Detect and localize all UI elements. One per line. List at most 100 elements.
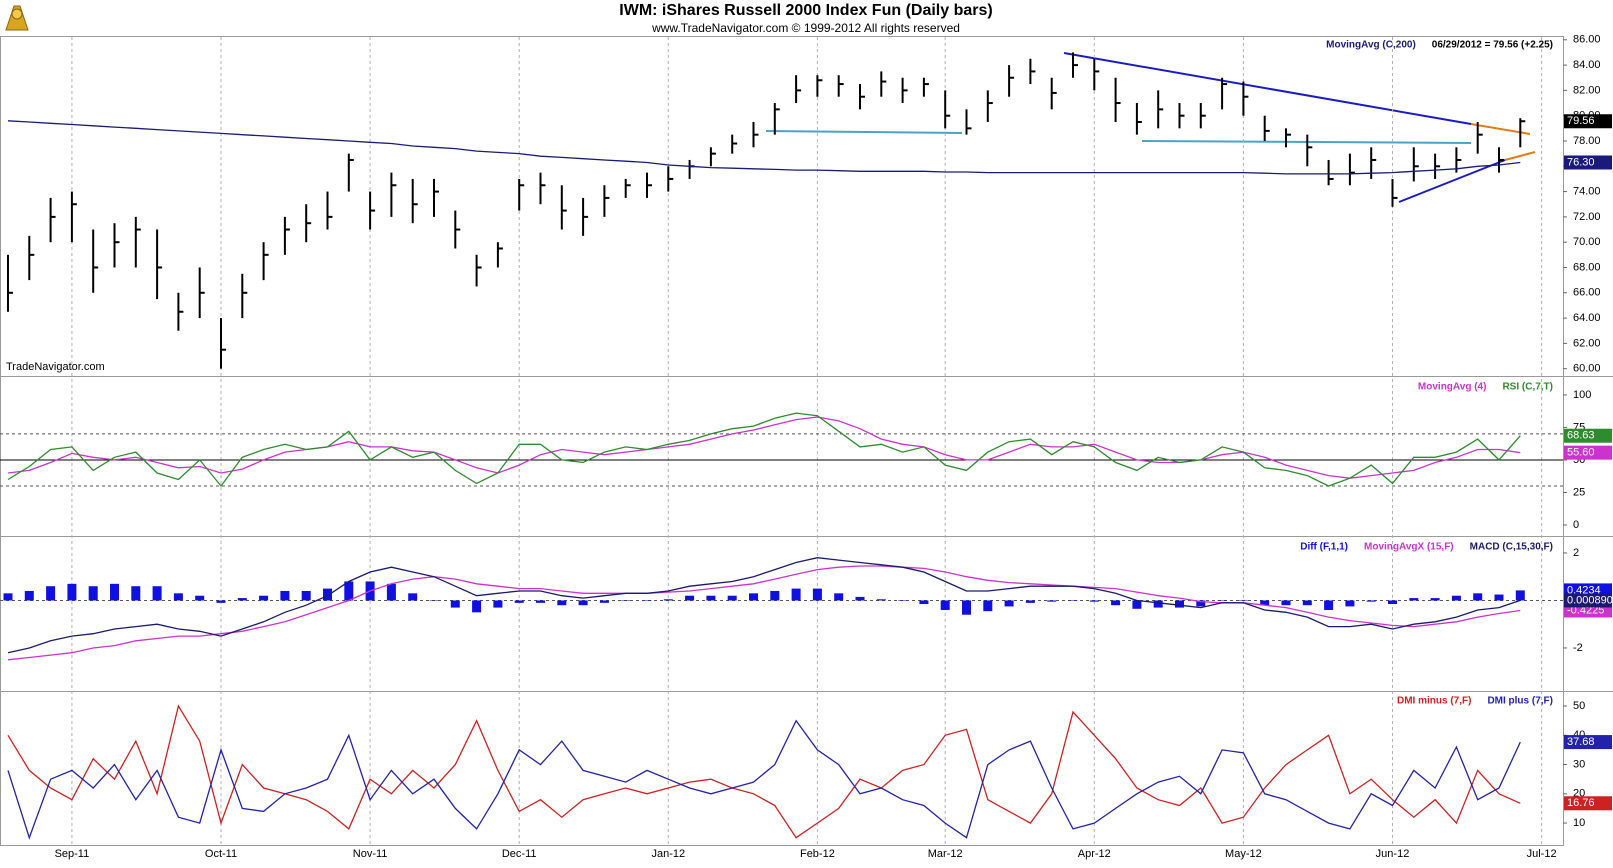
histogram-bar <box>1345 600 1355 607</box>
histogram-bar <box>1388 600 1397 605</box>
histogram-bar <box>1217 600 1227 601</box>
histogram-bar <box>1473 593 1483 601</box>
y-tick-label: -2 <box>1573 642 1583 654</box>
x-tick-label: Nov-11 <box>353 848 388 860</box>
histogram-bar <box>67 583 77 601</box>
histogram-bar <box>1366 600 1376 602</box>
histogram-bar <box>450 600 460 608</box>
histogram-bar <box>1494 594 1504 601</box>
y-tick-label: 68.00 <box>1573 261 1601 273</box>
y-tick-label: 0 <box>1573 519 1579 531</box>
histogram-bar <box>791 588 801 601</box>
histogram-bar <box>408 593 418 601</box>
y-tick-label: 10 <box>1573 817 1585 829</box>
y-tick-label: 70.00 <box>1573 236 1601 248</box>
last-value-label: 55.60 <box>1567 447 1595 459</box>
histogram-bar <box>344 581 354 601</box>
histogram-bar <box>642 600 652 601</box>
histogram-bar <box>152 586 162 601</box>
logo <box>5 5 29 31</box>
histogram-bar <box>940 600 950 610</box>
histogram-bar <box>1281 600 1291 606</box>
y-tick-label: 2 <box>1573 547 1579 559</box>
x-tick-label: Apr-12 <box>1078 848 1111 860</box>
legend-entry: 06/29/2012 = 79.56 (+2.25) <box>1432 40 1553 51</box>
last-value-label: 76.30 <box>1567 156 1595 168</box>
histogram-bar <box>472 600 482 613</box>
legend-entry: MovingAvg (4) <box>1418 382 1487 393</box>
y-tick-label: 50 <box>1573 700 1585 712</box>
histogram-bar <box>1451 595 1461 601</box>
trendline <box>765 130 963 134</box>
histogram-bar <box>663 599 673 601</box>
x-tick-label: Sep-11 <box>55 848 90 860</box>
last-value-label: 16.76 <box>1567 797 1595 809</box>
last-value-box <box>1564 155 1612 170</box>
legend-entry: DMI minus (7,F) <box>1397 696 1471 707</box>
y-tick-label: 25 <box>1573 486 1585 498</box>
histogram-bar <box>812 588 822 601</box>
trendline <box>1504 151 1536 161</box>
series-line <box>7 565 1521 661</box>
chart-title: IWM: iShares Russell 2000 Index Fun (Dai… <box>619 2 992 19</box>
histogram-bar <box>578 600 588 606</box>
histogram-bar <box>237 598 247 601</box>
histogram-bar <box>24 590 34 601</box>
x-tick-label: Mar-12 <box>928 848 963 860</box>
histogram-bar <box>131 586 141 601</box>
footer: TradeNavigator.com <box>6 361 105 373</box>
histogram-bar <box>1175 600 1184 608</box>
histogram-bar <box>962 600 971 615</box>
legend-entry: MovingAvgX (15,F) <box>1364 542 1454 553</box>
histogram-bar <box>259 595 269 601</box>
histogram-bar <box>301 590 311 601</box>
histogram-bar <box>110 583 119 601</box>
last-value-box <box>1564 796 1612 811</box>
histogram-bar <box>898 600 908 601</box>
histogram-bar <box>3 593 13 601</box>
histogram-bar <box>173 593 183 601</box>
histogram-bar <box>1409 598 1419 601</box>
histogram-bar <box>706 595 716 601</box>
y-tick-label: 60.00 <box>1573 363 1601 375</box>
y-tick-label: 74.00 <box>1573 185 1601 197</box>
y-tick-label: 66.00 <box>1573 287 1601 299</box>
histogram-bar <box>280 590 290 601</box>
histogram-bar <box>195 595 205 601</box>
y-tick-label: 64.00 <box>1573 312 1601 324</box>
histogram-bar <box>1153 600 1163 608</box>
last-value-box <box>1564 593 1612 608</box>
last-value-label: 0.000890 <box>1567 594 1613 606</box>
histogram-bar <box>1132 600 1142 609</box>
panel: 60.00 62.00 64.00 66.00 68.00 70.00 72.00 74.00… <box>7 34 1612 375</box>
last-value-box <box>1564 735 1612 750</box>
histogram-bar <box>216 600 226 603</box>
y-tick-label: 84.00 <box>1573 59 1601 71</box>
histogram-bar <box>429 600 439 601</box>
x-tick-label: Jul-12 <box>1527 848 1557 860</box>
y-tick-label: 86.00 <box>1573 34 1601 46</box>
histogram-bar <box>1302 600 1312 606</box>
last-value-label: 0.4234 <box>1567 584 1601 596</box>
histogram-bar <box>1238 600 1248 601</box>
histogram-bar <box>88 586 98 601</box>
histogram-bar <box>1047 600 1057 602</box>
y-tick-label: 82.00 <box>1573 84 1601 96</box>
legend-entry: DMI plus (7,F) <box>1487 696 1553 707</box>
legend-entry: MovingAvg (C,200) <box>1326 40 1416 51</box>
trendlines <box>765 52 1536 203</box>
histogram-bar <box>749 593 758 601</box>
histogram-bar <box>1004 600 1014 607</box>
histogram-bar <box>983 600 993 612</box>
y-tick-label: 62.00 <box>1573 337 1601 349</box>
last-value-box <box>1564 445 1612 460</box>
histogram-bar <box>1324 600 1334 610</box>
histogram-bar <box>876 599 886 601</box>
series-line <box>7 120 1521 175</box>
histogram-bar <box>1260 600 1270 606</box>
